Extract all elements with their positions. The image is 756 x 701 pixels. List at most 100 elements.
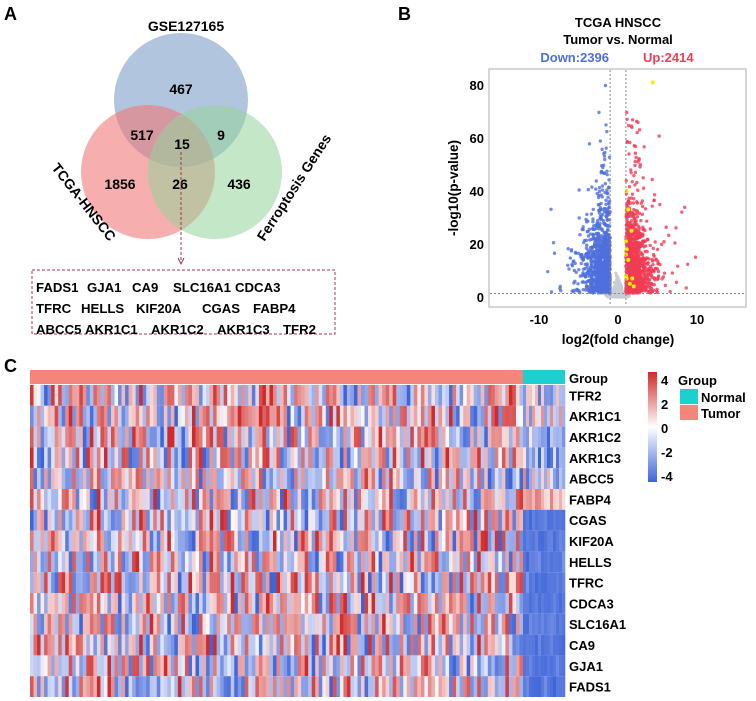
heatmap-cell [361, 551, 365, 573]
point-up [632, 227, 637, 231]
point-up [633, 248, 638, 253]
heatmap-cell [209, 572, 214, 593]
heatmap-cell [244, 593, 249, 614]
heatmap-cell [149, 613, 154, 635]
heatmap-cell [79, 634, 84, 656]
heatmap-cell [54, 509, 59, 531]
heatmap-cell [269, 509, 274, 531]
heatmap-cell [174, 572, 179, 593]
heatmap-cell [346, 593, 351, 614]
heatmap-cell [498, 634, 503, 656]
heatmap-cell [294, 489, 298, 510]
heatmap-cell [325, 447, 330, 469]
heatmap-cell [487, 613, 492, 635]
heatmap-cell [297, 447, 302, 469]
heatmap-cell [265, 468, 270, 489]
heatmap-cell [431, 509, 436, 531]
heatmap-cell [498, 551, 503, 573]
heatmap-cell [269, 572, 274, 593]
heatmap-cell [209, 489, 214, 510]
heatmap-cell [562, 634, 566, 656]
heatmap-cell [559, 509, 563, 531]
point-up [637, 128, 642, 132]
heatmap-cell [265, 509, 270, 531]
heatmap-cell [512, 613, 517, 635]
point-up [640, 252, 644, 256]
heatmap-cell [220, 509, 224, 531]
heatmap-cell [51, 530, 55, 552]
heatmap-cell [272, 572, 277, 593]
heatmap-cell [287, 405, 291, 427]
heatmap-cell [343, 509, 348, 531]
heatmap-cell [559, 385, 563, 406]
heatmap-cell [213, 509, 217, 531]
heatmap-cell [72, 509, 77, 531]
heatmap-cell [382, 509, 386, 531]
heatmap-cell [220, 426, 224, 448]
heatmap-cell [153, 385, 158, 406]
point-up [651, 262, 655, 267]
heatmap-cell [44, 385, 48, 406]
gene-name: KIF20A [136, 301, 182, 316]
heatmap-cell [153, 509, 158, 531]
heatmap-cell [181, 426, 186, 448]
heatmap-cell [107, 489, 112, 510]
point-up [632, 173, 636, 178]
heatmap-cell [297, 634, 302, 656]
heatmap-cell [199, 468, 203, 489]
heatmap-cell [103, 447, 108, 469]
heatmap-cell [163, 530, 168, 552]
heatmap-cell [191, 447, 196, 469]
gene-name: AKR1C3 [217, 322, 270, 337]
heatmap-cell [315, 468, 320, 489]
point-down [600, 272, 605, 277]
heatmap-cell [353, 509, 358, 531]
point-down [573, 250, 578, 255]
heatmap-cell [65, 551, 70, 573]
heatmap-cell [526, 593, 530, 614]
heatmap-cell [241, 426, 246, 448]
heatmap-cell [142, 447, 147, 469]
heatmap-cell [364, 634, 369, 656]
heatmap-cell [139, 613, 143, 635]
point-down [594, 266, 599, 270]
heatmap-cell [368, 613, 372, 635]
heatmap-cell [149, 593, 154, 614]
heatmap-cell [562, 405, 566, 427]
heatmap-cell [294, 509, 298, 531]
heatmap-cell [33, 509, 38, 531]
heatmap-cell [427, 572, 432, 593]
heatmap-cell [121, 447, 126, 469]
volcano-title: TCGA HNSCC [575, 15, 662, 30]
heatmap-cell [350, 447, 355, 469]
point-up [640, 204, 645, 209]
point-down [594, 264, 599, 268]
point-down [604, 198, 608, 203]
heatmap-cell [209, 426, 214, 448]
heatmap-cell [559, 634, 563, 656]
heatmap-cell [410, 634, 415, 656]
heatmap-cell [72, 572, 77, 593]
heatmap-cell [508, 593, 513, 614]
heatmap-cell [188, 530, 193, 552]
heatmap-cell [417, 634, 422, 656]
heatmap-cell [529, 509, 533, 531]
heatmap-cell [96, 405, 101, 427]
heatmap-cell [280, 530, 284, 552]
heatmap-cell [262, 572, 267, 593]
heatmap-cell [65, 468, 70, 489]
heatmap-cell [473, 509, 478, 531]
heatmap-cell [258, 530, 263, 552]
heatmap-cell [241, 509, 246, 531]
point-up [675, 264, 680, 268]
point-up [657, 134, 661, 138]
heatmap-cell [199, 426, 203, 448]
point-down [604, 257, 609, 262]
heatmap-cell [44, 572, 48, 593]
heatmap-cell [389, 551, 394, 573]
heatmap-cell [216, 468, 221, 489]
heatmap-cell [498, 530, 503, 552]
heatmap-cell [220, 468, 224, 489]
heatmap-cell [146, 385, 151, 406]
heatmap-cell [477, 447, 482, 469]
